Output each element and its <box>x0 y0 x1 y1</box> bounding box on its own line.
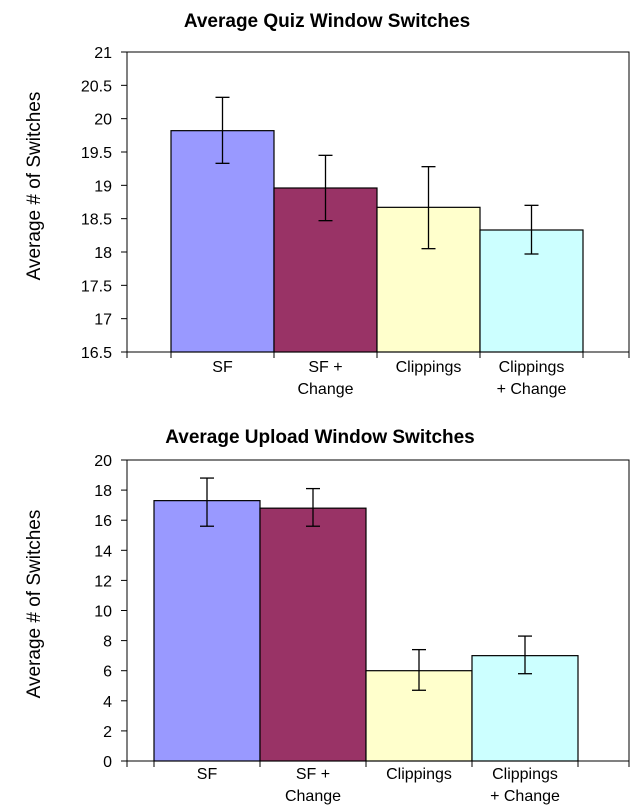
x-category-label: Change <box>285 788 341 805</box>
y-tick-label: 20.5 <box>81 78 112 95</box>
x-category-label: SF <box>212 359 233 376</box>
y-tick-label: 17 <box>94 312 112 329</box>
quiz-switches-chart: Average Quiz Window Switches Average # o… <box>24 11 630 398</box>
chart-title: Average Upload Window Switches <box>165 427 475 448</box>
x-category-label: Clippings <box>499 359 565 376</box>
bar <box>259 507 367 762</box>
y-tick-label: 20 <box>94 112 112 129</box>
y-tick-label: 17.5 <box>81 278 112 295</box>
bar <box>153 500 261 762</box>
y-tick-label: 2 <box>103 724 112 741</box>
y-tick-label: 6 <box>103 664 112 681</box>
x-category-label: SF + <box>296 766 330 783</box>
x-category-label: Clippings <box>396 359 462 376</box>
y-tick-label: 21 <box>94 45 112 62</box>
x-category-label: Clippings <box>492 766 558 783</box>
y-tick-label: 16 <box>94 513 112 530</box>
x-category-label: Clippings <box>386 766 452 783</box>
y-tick-label: 10 <box>94 604 112 621</box>
y-tick-label: 14 <box>94 543 112 560</box>
y-tick-label: 4 <box>103 694 112 711</box>
plot-area: 0 2 4 6 8 10 12 14 16 18 20 SF SF + Change Clippings Cl… <box>94 453 630 805</box>
x-category-label: + Change <box>497 381 567 398</box>
y-tick-label: 8 <box>103 634 112 651</box>
y-tick-label: 16.5 <box>81 345 112 362</box>
chart-title: Average Quiz Window Switches <box>184 11 470 32</box>
y-tick-label: 19.5 <box>81 145 112 162</box>
y-tick-label: 0 <box>103 754 112 771</box>
bar <box>170 130 275 353</box>
x-category-label: SF + <box>308 359 342 376</box>
y-tick-label: 19 <box>94 178 112 195</box>
x-category-label: SF <box>197 766 218 783</box>
y-tick-label: 18.5 <box>81 212 112 229</box>
y-tick-label: 12 <box>94 573 112 590</box>
y-tick-label: 20 <box>94 453 112 470</box>
y-axis-label: Average # of Switches <box>24 92 45 281</box>
x-category-label: + Change <box>490 788 560 805</box>
x-category-label: Change <box>297 381 353 398</box>
y-tick-label: 18 <box>94 245 112 262</box>
plot-area: 16.5 17 17.5 18 18.5 19 19.5 20 20.5 21 SF SF + Chan… <box>81 45 630 398</box>
upload-switches-chart: Average Upload Window Switches Average #… <box>24 427 630 805</box>
y-axis-label: Average # of Switches <box>24 510 45 699</box>
y-tick-label: 18 <box>94 483 112 500</box>
